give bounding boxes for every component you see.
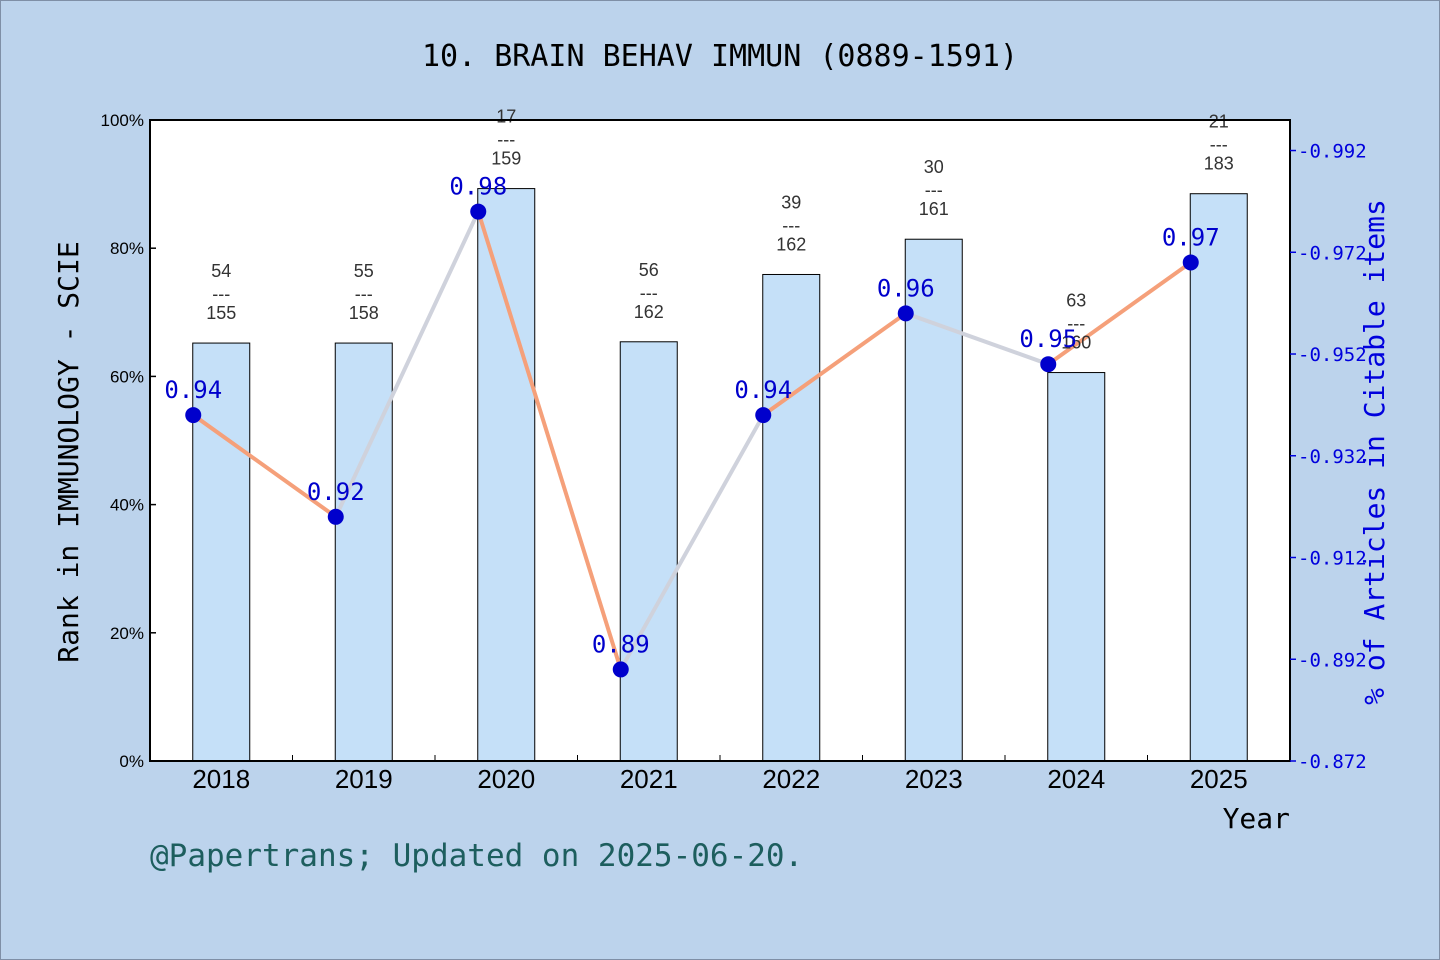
rank-labels: 54---15555---15817---15956---16239---162…	[206, 107, 1234, 353]
line-segment	[761, 311, 908, 418]
y-axis-label-right: % of Articles in Citable items	[1358, 199, 1391, 705]
rank-total: 160	[1061, 333, 1091, 353]
bar-2019	[334, 342, 393, 762]
line-segment	[618, 413, 766, 672]
rank-separator: ---	[925, 180, 943, 200]
x-tick-label: 2019	[335, 764, 393, 794]
left-tick-label: 80%	[110, 239, 144, 258]
left-tick-label: 40%	[110, 496, 144, 515]
line-series	[185, 203, 1199, 678]
right-tick-label: -0.872	[1298, 751, 1367, 773]
left-tick-label: 20%	[110, 624, 144, 643]
line-segment	[191, 413, 338, 519]
rank-separator: ---	[1067, 314, 1085, 334]
line-point-2018	[185, 407, 202, 424]
x-tick-label: 2021	[620, 764, 678, 794]
chart-title: 10. BRAIN BEHAV IMMUN (0889-1591)	[422, 39, 1018, 74]
x-axis-label: Year	[1223, 802, 1290, 835]
line-point-2019	[327, 508, 344, 525]
bar-2020	[477, 188, 536, 762]
bar-2018	[192, 342, 251, 762]
left-axis: 0% 20% 40% 60% 80% 100%	[101, 111, 156, 771]
right-tick-label: -0.912	[1298, 548, 1367, 570]
x-tick-label: 2025	[1190, 764, 1248, 794]
bar-2025	[1189, 193, 1248, 762]
left-tick-label: 60%	[110, 367, 144, 386]
rank-number: 55	[354, 261, 374, 281]
ratio-label: 0.89	[592, 630, 650, 658]
line-segment	[1046, 260, 1193, 367]
ratio-label: 0.92	[307, 478, 365, 506]
rank-total: 158	[349, 303, 379, 323]
rank-total: 159	[491, 149, 521, 169]
line-point-2020	[470, 203, 487, 220]
ratio-label: 0.96	[877, 274, 935, 302]
ratio-label: 0.98	[449, 173, 507, 201]
ratio-label: 0.94	[164, 376, 222, 404]
line-segment	[476, 209, 623, 672]
rank-total: 155	[206, 303, 236, 323]
line-point-2025	[1182, 254, 1199, 271]
rank-number: 39	[781, 192, 801, 212]
line-segment	[903, 311, 1051, 367]
rank-total: 162	[634, 302, 664, 322]
line-point-2021	[612, 661, 629, 678]
rank-number: 17	[496, 107, 516, 127]
ratio-labels: 0.94 0.92 0.98 0.89 0.94 0.96 0.95 0.97	[164, 173, 1219, 659]
x-tick-label: 2018	[192, 764, 250, 794]
line-point-2022	[755, 407, 772, 424]
rank-separator: ---	[782, 215, 800, 235]
x-tick-label: 2022	[762, 764, 820, 794]
rank-separator: ---	[497, 130, 515, 150]
ratio-label: 0.95	[1019, 325, 1077, 353]
right-tick-label: -0.972	[1298, 242, 1367, 264]
x-axis: 2018 2019 2020 2021 2022 2023 2024 2025	[192, 755, 1248, 794]
ratio-label: 0.94	[734, 376, 792, 404]
right-tick-label: -0.952	[1298, 344, 1367, 366]
rank-total: 161	[919, 199, 949, 219]
rank-separator: ---	[355, 284, 373, 304]
rank-number: 30	[924, 157, 944, 177]
right-axis: -0.872 -0.892 -0.912 -0.932 -0.952 -0.972 -0.9…	[1290, 141, 1367, 773]
footer-credit: @Papertrans; Updated on 2025-06-20.	[150, 838, 803, 874]
rank-separator: ---	[640, 283, 658, 303]
bar-2022	[762, 273, 821, 762]
x-tick-label: 2024	[1047, 764, 1105, 794]
rank-separator: ---	[212, 284, 230, 304]
rank-number: 54	[211, 261, 231, 281]
plot-area	[150, 120, 1290, 761]
rank-total: 162	[776, 234, 806, 254]
rank-number: 56	[639, 260, 659, 280]
line-point-2023	[897, 305, 914, 322]
x-tick-label: 2020	[477, 764, 535, 794]
rank-separator: ---	[1210, 135, 1228, 155]
ratio-label: 0.97	[1162, 223, 1220, 251]
bar-2021	[619, 341, 678, 762]
bar-2024	[1047, 372, 1106, 762]
right-tick-label: -0.892	[1298, 649, 1367, 671]
left-tick-label: 0%	[119, 752, 144, 771]
y-axis-label-left: Rank in IMMUNOLOGY - SCIE	[52, 241, 85, 662]
rank-number: 63	[1066, 291, 1086, 311]
right-tick-label: -0.992	[1298, 141, 1367, 163]
x-tick-label: 2023	[905, 764, 963, 794]
rank-total: 183	[1204, 154, 1234, 174]
line-point-2024	[1040, 356, 1057, 373]
line-segment	[333, 209, 481, 519]
rank-number: 21	[1209, 112, 1229, 132]
left-tick-label: 100%	[101, 111, 144, 130]
bar-2023	[904, 238, 963, 762]
right-tick-label: -0.932	[1298, 446, 1367, 468]
